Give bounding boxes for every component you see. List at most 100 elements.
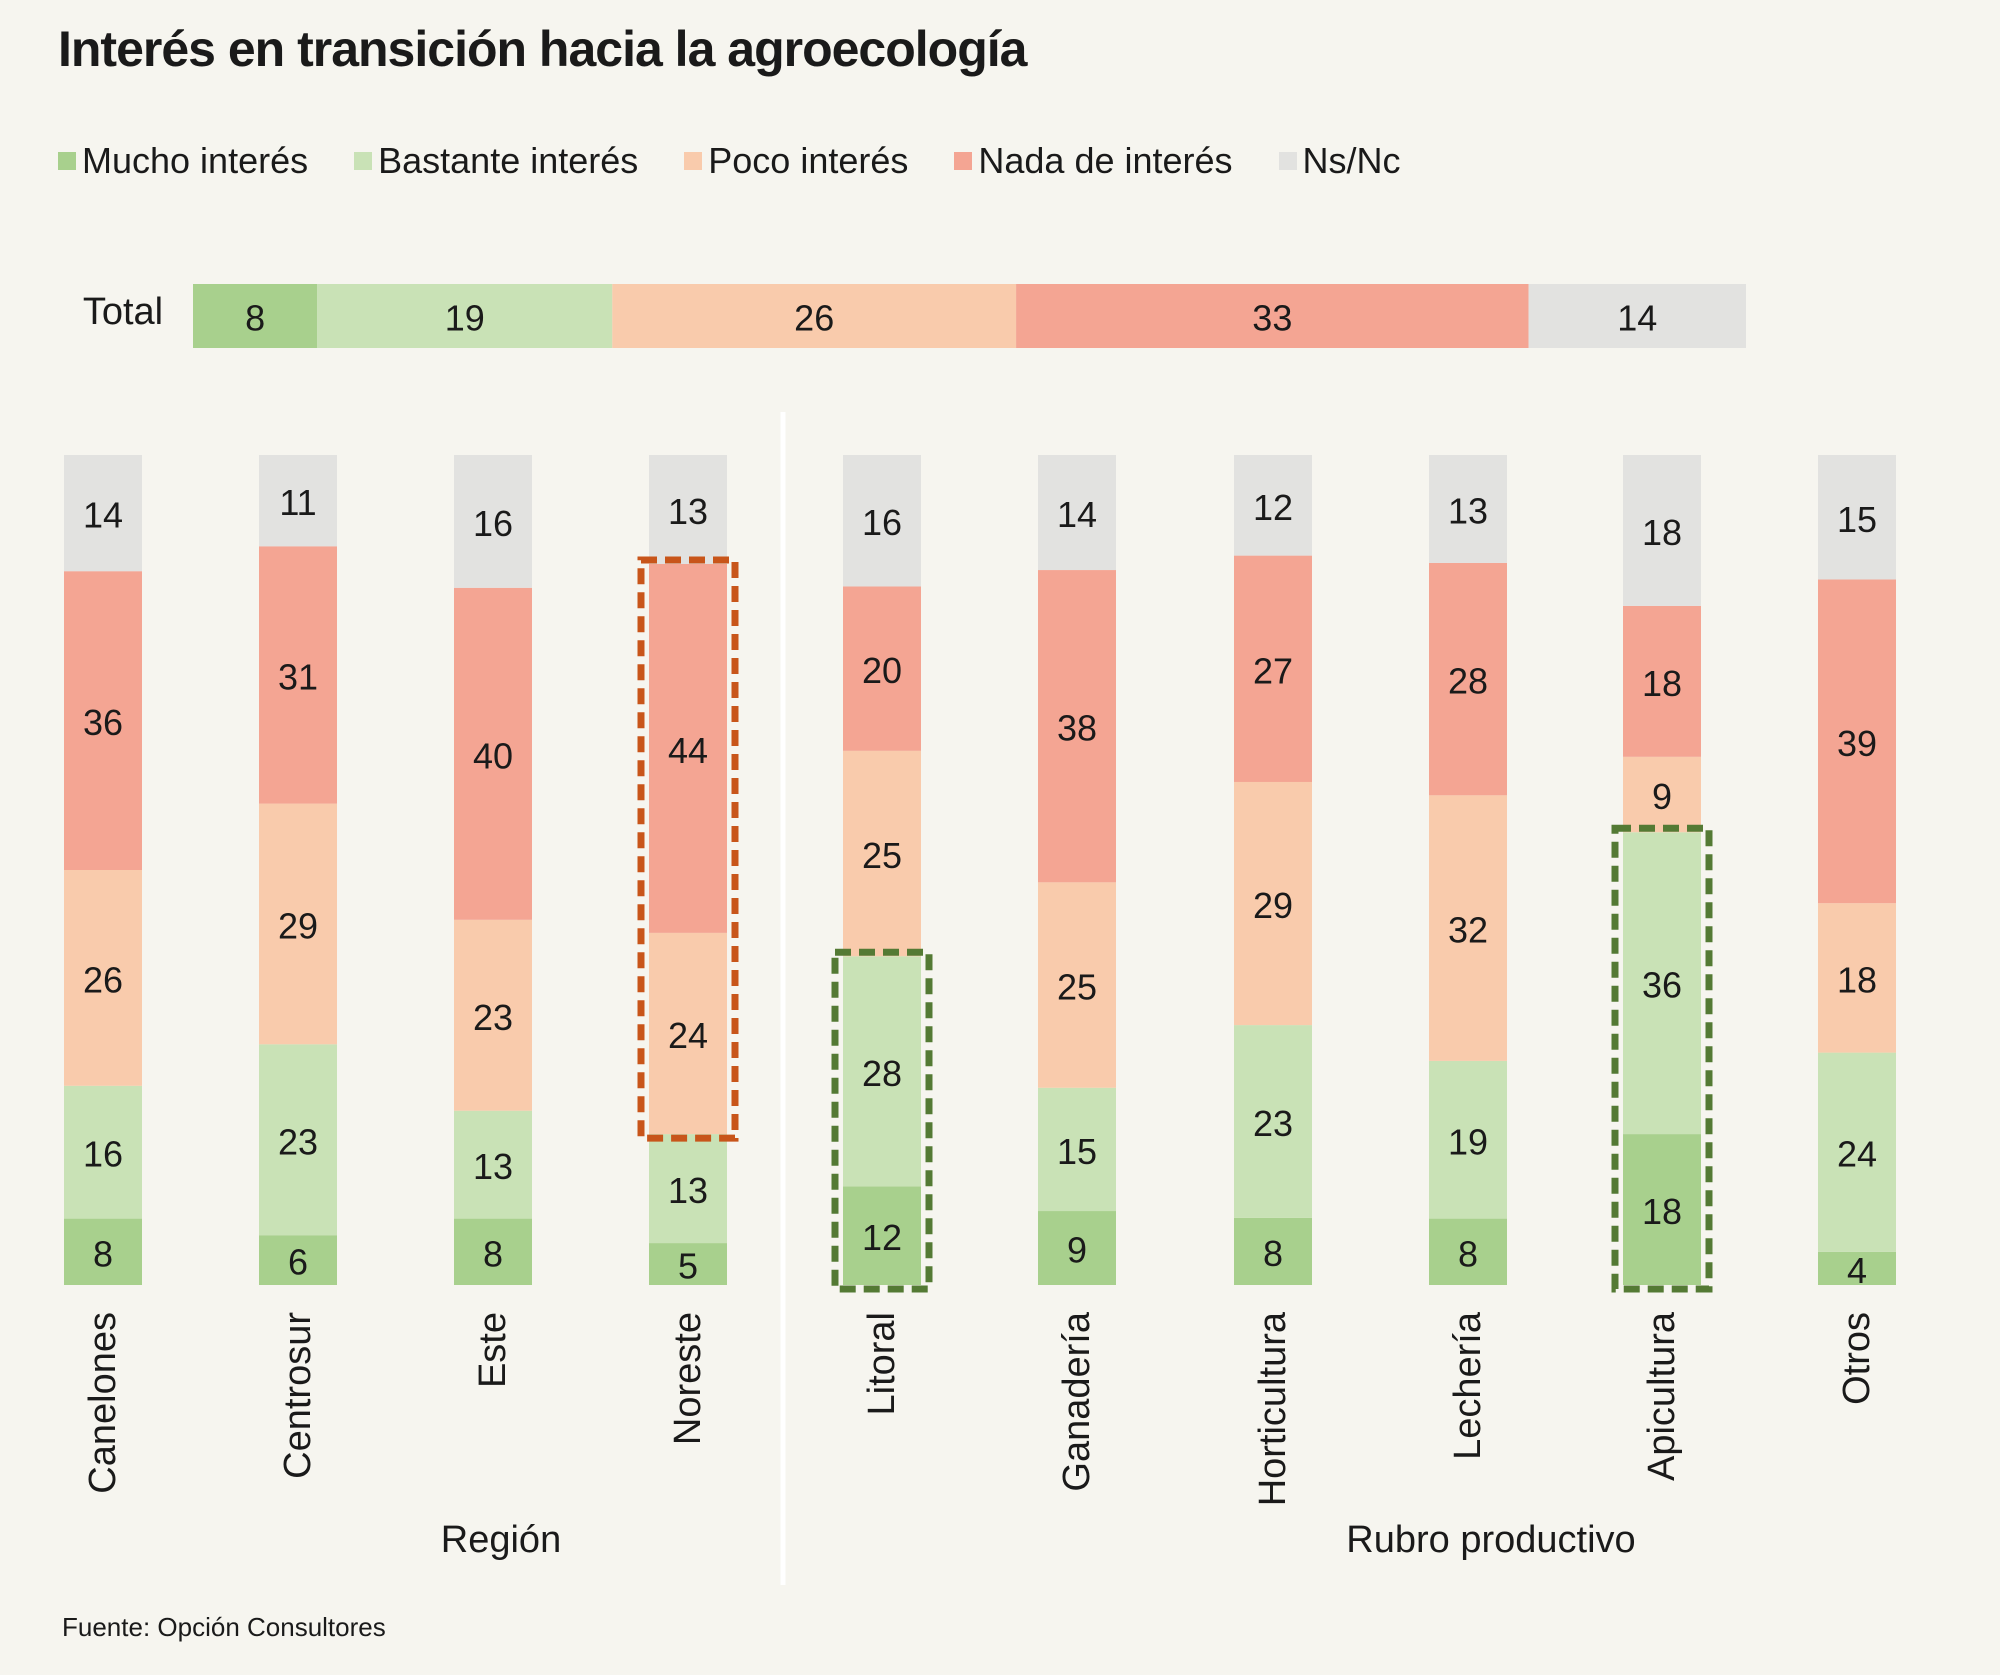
bar-value-label: 15	[1837, 499, 1877, 540]
total-bar-segment	[612, 284, 1017, 348]
legend-swatch	[354, 152, 373, 170]
bar-value-label: 16	[83, 1134, 123, 1175]
category-tick-label: Ganadería	[1056, 1311, 1098, 1491]
bar-segment	[64, 455, 142, 572]
bar-segment	[64, 1085, 142, 1219]
legend-swatch	[1278, 152, 1297, 170]
bar-value-label: 16	[862, 502, 902, 543]
legend-item: Bastante interés	[354, 140, 638, 182]
bar-value-label: 18	[1642, 1191, 1682, 1232]
bar-value-label: 36	[83, 702, 123, 743]
legend: Mucho interés Bastante interés Poco interé…	[58, 136, 1447, 186]
bar-segment	[1038, 1087, 1116, 1212]
bar-value-label: 5	[678, 1246, 698, 1287]
bar-value-label: 29	[278, 905, 318, 946]
bar-segment	[649, 563, 727, 933]
legend-item: Mucho interés	[58, 140, 308, 182]
bar-value-label: 40	[473, 735, 513, 776]
bar-value-label: 26	[83, 959, 123, 1000]
bar-segment	[649, 455, 727, 564]
bar-segment	[843, 455, 921, 587]
bar-value-label: 16	[473, 503, 513, 544]
category-tick-label: Noreste	[667, 1312, 709, 1445]
legend-item: Poco interés	[684, 140, 908, 182]
bar-segment	[1234, 1025, 1312, 1218]
bar-segment	[64, 571, 142, 870]
total-row-label: Total	[83, 291, 163, 333]
bar-value-label: 25	[862, 835, 902, 876]
bar-segment	[259, 455, 337, 547]
legend-label: Bastante interés	[378, 140, 639, 181]
total-bar-segment	[193, 284, 318, 348]
bar-value-label: 18	[1642, 512, 1682, 553]
bar-segment	[649, 932, 727, 1135]
bar-segment	[1818, 579, 1896, 904]
legend-label: Nada de interés	[978, 140, 1233, 181]
bar-segment	[454, 1218, 532, 1285]
category-tick-label: Canelones	[82, 1312, 124, 1494]
bar-value-label: 28	[862, 1053, 902, 1094]
bar-segment	[1234, 1217, 1312, 1285]
bar-segment	[1623, 756, 1701, 833]
bar-segment	[259, 1235, 337, 1285]
category-tick-label: Otros	[1836, 1312, 1878, 1405]
total-bar-segment	[1016, 284, 1529, 348]
bar-value-label: 12	[862, 1217, 902, 1258]
bar-value-label: 29	[1253, 885, 1293, 926]
total-bar-value: 19	[445, 298, 485, 339]
bar-value-label: 13	[473, 1146, 513, 1187]
bar-segment	[1429, 1060, 1507, 1219]
bar-value-label: 28	[1448, 661, 1488, 702]
bar-value-label: 23	[1253, 1103, 1293, 1144]
bar-segment	[649, 1243, 727, 1285]
bar-segment	[843, 750, 921, 957]
bar-value-label: 12	[1253, 487, 1293, 528]
bar-value-label: 23	[278, 1121, 318, 1162]
bar-segment	[259, 1044, 337, 1236]
bar-segment	[1234, 555, 1312, 782]
bar-segment	[1818, 455, 1896, 580]
bar-segment	[64, 870, 142, 1086]
legend-swatch	[954, 152, 973, 170]
bar-segment	[1818, 1052, 1896, 1252]
category-tick-label: Litoral	[861, 1312, 903, 1416]
bar-segment	[843, 1186, 921, 1285]
bar-segment	[1429, 795, 1507, 1061]
bar-segment	[1038, 570, 1116, 883]
bar-value-label: 15	[1057, 1131, 1097, 1172]
bar-segment	[259, 803, 337, 1045]
bar-value-label: 36	[1642, 965, 1682, 1006]
bar-value-label: 25	[1057, 967, 1097, 1008]
bar-segment	[1234, 781, 1312, 1026]
legend-label: Mucho interés	[82, 140, 309, 181]
chart-title: Interés en transición hacia la agroecolo…	[58, 21, 1027, 77]
group-label: Rubro productivo	[1346, 1519, 1635, 1561]
category-tick-label: Apicultura	[1641, 1311, 1683, 1481]
legend-item: Ns/Nc	[1278, 140, 1401, 182]
legend-swatch	[58, 152, 76, 170]
bar-value-label: 6	[288, 1242, 308, 1283]
bar-value-label: 44	[668, 730, 708, 771]
bar-value-label: 18	[1837, 959, 1877, 1000]
bar-segment	[1038, 1211, 1116, 1285]
bar-segment	[1818, 903, 1896, 1053]
legend-label: Ns/Nc	[1302, 140, 1401, 181]
bar-value-label: 8	[1263, 1233, 1283, 1274]
bar-value-label: 24	[1837, 1134, 1877, 1175]
bar-segment	[454, 455, 532, 588]
total-bar-segment	[1528, 284, 1746, 348]
bar-value-label: 8	[1458, 1233, 1478, 1274]
legend-label: Poco interés	[708, 140, 909, 181]
bar-value-label: 14	[83, 495, 123, 536]
bar-value-label: 23	[473, 997, 513, 1038]
source-note: Fuente: Opción Consultores	[62, 1612, 386, 1642]
bar-segment	[1623, 832, 1701, 1135]
bar-segment	[259, 546, 337, 804]
total-bar-value: 14	[1617, 298, 1657, 339]
bar-value-label: 9	[1067, 1230, 1087, 1271]
total-bar-value: 8	[245, 298, 265, 339]
bar-value-label: 14	[1057, 494, 1097, 535]
bar-value-label: 32	[1448, 910, 1488, 951]
bar-value-label: 9	[1652, 776, 1672, 817]
bar-segment	[1429, 562, 1507, 796]
